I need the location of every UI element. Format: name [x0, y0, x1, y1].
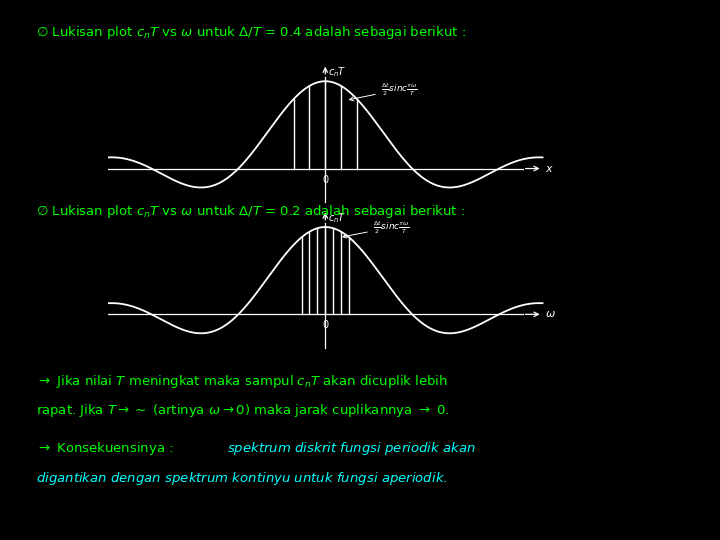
- Text: $\frac{\Delta t}{2}sinc\frac{\tau\omega}{T}$: $\frac{\Delta t}{2}sinc\frac{\tau\omega}…: [343, 219, 410, 238]
- Text: $\rightarrow$ Konsekuensinya :: $\rightarrow$ Konsekuensinya :: [36, 440, 175, 457]
- Text: 0: 0: [323, 174, 328, 185]
- Text: $x$: $x$: [544, 164, 554, 173]
- Text: $\it{digantikan\ dengan\ spektrum\ kontinyu\ untuk\ fungsi\ aperiodik.}$: $\it{digantikan\ dengan\ spektrum\ konti…: [36, 470, 448, 487]
- Text: $c_nT$: $c_nT$: [328, 211, 346, 225]
- Text: $\varnothing$ Lukisan plot $c_nT$ vs $\omega$ untuk $\Delta/T$ = 0.4 adalah seba: $\varnothing$ Lukisan plot $c_nT$ vs $\o…: [36, 24, 466, 41]
- Text: $\varnothing$ Lukisan plot $c_nT$ vs $\omega$ untuk $\Delta/T$ = 0.2 adalah seba: $\varnothing$ Lukisan plot $c_nT$ vs $\o…: [36, 202, 465, 219]
- Text: 0: 0: [323, 320, 328, 330]
- Text: rapat. Jika $T \rightarrow \sim$ (artinya $\omega \rightarrow 0$) maka jarak cup: rapat. Jika $T \rightarrow \sim$ (artiny…: [36, 402, 450, 419]
- Text: $c_nT$: $c_nT$: [328, 65, 346, 79]
- Text: $\frac{\Delta t}{2}sinc\frac{\tau\omega}{T}$: $\frac{\Delta t}{2}sinc\frac{\tau\omega}…: [350, 81, 418, 101]
- Text: $\it{spektrum\ diskrit\ fungsi\ periodik\ akan}$: $\it{spektrum\ diskrit\ fungsi\ periodik…: [227, 440, 475, 457]
- Text: $\rightarrow$ Jika nilai $T$ meningkat maka sampul $c_nT$ akan dicuplik lebih: $\rightarrow$ Jika nilai $T$ meningkat m…: [36, 373, 448, 389]
- Text: $\omega$: $\omega$: [544, 309, 555, 319]
